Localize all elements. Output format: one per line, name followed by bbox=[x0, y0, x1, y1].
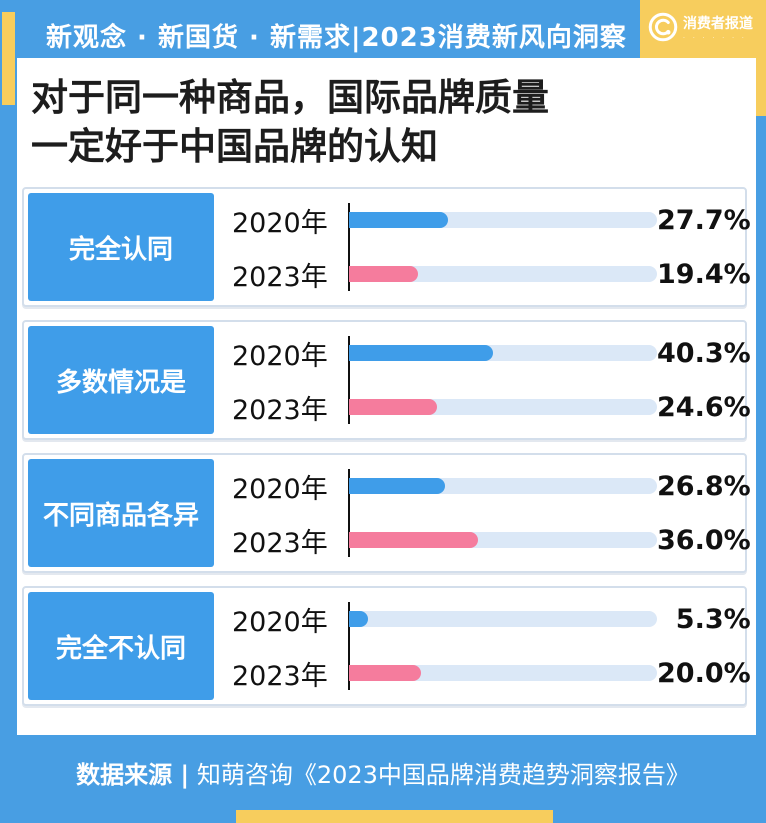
data-source-label: 数据来源 | bbox=[76, 761, 190, 789]
consumer-reports-logo-icon bbox=[648, 12, 678, 42]
bar-zone bbox=[349, 212, 657, 228]
value-label: 19.4% bbox=[657, 258, 751, 290]
year-label: 2020年 bbox=[232, 207, 328, 239]
bar-line-2020: 2020年 27.7% bbox=[214, 193, 757, 247]
year-label: 2023年 bbox=[232, 261, 328, 293]
yellow-accent-left bbox=[2, 12, 15, 105]
bar-2020 bbox=[349, 345, 494, 361]
page-title-line2: 一定好于中国品牌的认知 bbox=[31, 124, 438, 168]
bar-zone bbox=[349, 665, 657, 681]
page-title: 对于同一种商品，国际品牌质量 一定好于中国品牌的认知 bbox=[17, 58, 756, 172]
bar-line-2023: 2023年 36.0% bbox=[214, 513, 757, 567]
bar-track bbox=[349, 665, 657, 681]
yellow-bottom-bar bbox=[236, 810, 553, 823]
year-label: 2020年 bbox=[232, 606, 328, 638]
bar-zone bbox=[349, 399, 657, 415]
chart-rows: 完全认同 2020年 27.7% 2023年 bbox=[22, 187, 751, 706]
bar-line-2020: 2020年 5.3% bbox=[214, 592, 757, 646]
data-source-text: 知萌咨询《2023中国品牌消费趋势洞察报告》 bbox=[189, 761, 690, 789]
bar-zone bbox=[349, 478, 657, 494]
chart-row-1: 完全认同 2020年 27.7% 2023年 bbox=[22, 187, 751, 307]
chart-row-4: 完全不认同 2020年 5.3% 2023年 bbox=[22, 586, 751, 706]
bar-2020 bbox=[349, 611, 368, 627]
year-label: 2020年 bbox=[232, 473, 328, 505]
bar-zone bbox=[349, 266, 657, 282]
axis-line bbox=[348, 469, 350, 557]
bar-line-2020: 2020年 26.8% bbox=[214, 459, 757, 513]
axis-line bbox=[348, 336, 350, 424]
value-label: 20.0% bbox=[657, 657, 751, 689]
category-label: 多数情况是 bbox=[28, 326, 214, 434]
bar-zone bbox=[349, 345, 657, 361]
bar-line-2023: 2023年 24.6% bbox=[214, 380, 757, 434]
bar-zone bbox=[349, 611, 657, 627]
bar-track bbox=[349, 266, 657, 282]
bar-2023 bbox=[349, 266, 419, 282]
value-label: 5.3% bbox=[675, 603, 751, 635]
bar-2023 bbox=[349, 665, 421, 681]
bar-line-2023: 2023年 20.0% bbox=[214, 646, 757, 700]
value-label: 40.3% bbox=[657, 337, 751, 369]
bar-line-2023: 2023年 19.4% bbox=[214, 247, 757, 301]
category-label: 不同商品各异 bbox=[28, 459, 214, 567]
bar-line-2020: 2020年 40.3% bbox=[214, 326, 757, 380]
value-label: 26.8% bbox=[657, 470, 751, 502]
year-label: 2023年 bbox=[232, 527, 328, 559]
bar-2023 bbox=[349, 532, 478, 548]
axis-line bbox=[348, 203, 350, 291]
bar-2023 bbox=[349, 399, 438, 415]
bar-zone bbox=[349, 532, 657, 548]
bar-2020 bbox=[349, 212, 449, 228]
top-banner-text: 新观念 · 新国货 · 新需求|2023消费新风向洞察 bbox=[46, 23, 627, 53]
category-label: 完全认同 bbox=[28, 193, 214, 301]
main-card: 对于同一种商品，国际品牌质量 一定好于中国品牌的认知 完全认同 2020年 27… bbox=[17, 58, 756, 735]
category-label: 完全不认同 bbox=[28, 592, 214, 700]
page-title-line1: 对于同一种商品，国际品牌质量 bbox=[31, 76, 549, 119]
chart-row-2: 多数情况是 2020年 40.3% 2023年 bbox=[22, 320, 751, 440]
logo-subtext: · · · · · · · bbox=[683, 34, 747, 42]
value-label: 24.6% bbox=[657, 391, 751, 423]
data-source: 数据来源 | 知萌咨询《2023中国品牌消费趋势洞察报告》 bbox=[0, 755, 766, 790]
year-label: 2023年 bbox=[232, 394, 328, 426]
year-label: 2020年 bbox=[232, 340, 328, 372]
logo-name: 消费者报道 bbox=[683, 15, 753, 32]
axis-line bbox=[348, 602, 350, 690]
bar-2020 bbox=[349, 478, 445, 494]
chart-row-3: 不同商品各异 2020年 26.8% 2023年 bbox=[22, 453, 751, 573]
year-label: 2023年 bbox=[232, 660, 328, 692]
value-label: 27.7% bbox=[657, 204, 751, 236]
bar-track bbox=[349, 611, 657, 627]
value-label: 36.0% bbox=[657, 524, 751, 556]
